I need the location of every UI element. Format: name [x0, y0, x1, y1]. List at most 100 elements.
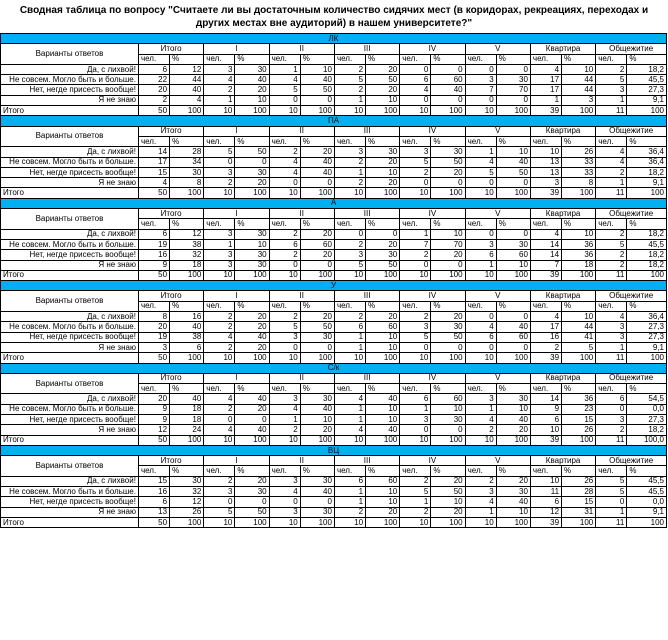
- total-cell: 11: [595, 434, 628, 446]
- data-cell: 30: [299, 475, 335, 488]
- data-cell: 4: [399, 84, 432, 96]
- percent-header: %: [365, 300, 401, 313]
- data-cell: 4: [333, 424, 367, 436]
- data-cell: 8: [137, 311, 171, 323]
- total-label: Итого: [0, 516, 139, 529]
- data-cell: 10: [495, 506, 531, 518]
- data-cell: 10: [234, 238, 270, 251]
- variants-header: Варианты ответов: [0, 455, 139, 477]
- data-cell: 0: [495, 228, 531, 240]
- total-row: Итого 50 100 10 100 10 100 10 100 10 100 10 100 39 100…: [0, 187, 667, 199]
- total-cell: 100: [169, 269, 205, 282]
- data-cell: 60: [430, 393, 466, 405]
- data-cell: 2: [399, 311, 432, 323]
- data-cell: 10: [495, 403, 531, 415]
- group-header: Квартира: [529, 43, 597, 55]
- table-row: Нет, негде присесть вообще! 20 40 2 20 5 50 2 20…: [0, 84, 667, 96]
- percent-header: %: [234, 300, 270, 313]
- data-cell: 18: [169, 403, 205, 415]
- data-cell: 28: [169, 146, 205, 158]
- data-cell: 30: [234, 259, 270, 271]
- group-header: Общежитие: [595, 455, 667, 467]
- data-cell: 3: [203, 486, 236, 498]
- data-cell: 5: [595, 74, 628, 86]
- data-cell: 0: [203, 496, 236, 508]
- data-cell: 2: [268, 424, 301, 436]
- total-cell: 100: [365, 269, 401, 282]
- data-cell: 60: [365, 475, 401, 488]
- data-cell: 12: [169, 63, 205, 76]
- total-cell: 100: [365, 187, 401, 199]
- data-cell: 30: [495, 486, 531, 498]
- data-cell: 10: [495, 146, 531, 158]
- data-cell: 13: [137, 506, 171, 518]
- group-header: Общежитие: [595, 125, 667, 137]
- answer-label: Не совсем. Могло быть и больше.: [0, 403, 139, 415]
- data-cell: 10: [299, 413, 335, 426]
- data-cell: 36: [561, 249, 597, 261]
- table-row: Не совсем. Могло быть и больше. 17 34 0 0 4 40…: [0, 156, 667, 168]
- data-cell: 50: [430, 156, 466, 168]
- total-cell: 50: [137, 516, 171, 529]
- data-cell: 4: [595, 146, 628, 158]
- data-cell: 0,0: [626, 496, 667, 508]
- data-cell: 3: [595, 321, 628, 333]
- data-cell: 40: [299, 403, 335, 415]
- data-cell: 6: [464, 331, 497, 343]
- percent-header: %: [169, 300, 205, 313]
- total-cell: 39: [529, 187, 563, 199]
- group-header: IV: [399, 372, 466, 385]
- data-cell: 2: [595, 63, 628, 76]
- data-cell: 2: [333, 84, 367, 96]
- total-cell: 39: [529, 105, 563, 117]
- total-cell: 100: [169, 105, 205, 117]
- percent-header: %: [234, 218, 270, 230]
- data-cell: 2: [464, 475, 497, 488]
- group-header: Квартира: [529, 372, 597, 385]
- total-cell: 10: [203, 105, 236, 117]
- data-cell: 6: [137, 496, 171, 508]
- data-cell: 1: [333, 331, 367, 343]
- data-cell: 15: [137, 475, 171, 488]
- data-cell: 0: [464, 311, 497, 323]
- data-cell: 5: [268, 84, 301, 96]
- table-row: Не совсем. Могло быть и больше. 20 40 2 20 5 5…: [0, 321, 667, 333]
- data-cell: 27,3: [626, 84, 667, 96]
- count-header: чел.: [137, 465, 171, 477]
- total-cell: 100: [365, 105, 401, 117]
- section-band: ЛК: [0, 32, 667, 45]
- data-cell: 6: [137, 63, 171, 76]
- count-header: чел.: [333, 300, 367, 313]
- section-name: ВЦ: [0, 444, 667, 457]
- count-header: чел.: [203, 465, 236, 477]
- data-cell: 26: [561, 424, 597, 436]
- total-cell: 100: [365, 434, 401, 446]
- total-cell: 10: [333, 187, 367, 199]
- section-band: ВЦ: [0, 444, 667, 457]
- count-header: чел.: [529, 300, 563, 313]
- data-cell: 2: [595, 166, 628, 179]
- data-cell: 4: [268, 156, 301, 168]
- data-cell: 2: [268, 228, 301, 240]
- data-cell: 0: [495, 63, 531, 76]
- total-cell: 100: [169, 434, 205, 446]
- data-cell: 1: [464, 506, 497, 518]
- total-cell: 39: [529, 516, 563, 529]
- data-cell: 0: [268, 496, 301, 508]
- total-cell: 11: [595, 187, 628, 199]
- group-header: Итого: [137, 372, 205, 385]
- group-header: IV: [399, 455, 466, 467]
- data-cell: 2: [595, 228, 628, 240]
- total-cell: 10: [203, 434, 236, 446]
- count-header: чел.: [399, 218, 432, 230]
- total-cell: 50: [137, 187, 171, 199]
- total-cell: 100: [495, 105, 531, 117]
- data-cell: 20: [365, 311, 401, 323]
- count-header: чел.: [399, 135, 432, 148]
- data-cell: 8: [561, 177, 597, 189]
- count-header: чел.: [464, 465, 497, 477]
- table-row: Нет, негде присесть вообще! 19 38 4 40 3 30 1 10…: [0, 331, 667, 343]
- group-header: II: [268, 125, 335, 137]
- data-cell: 0: [203, 413, 236, 426]
- data-cell: 28: [561, 486, 597, 498]
